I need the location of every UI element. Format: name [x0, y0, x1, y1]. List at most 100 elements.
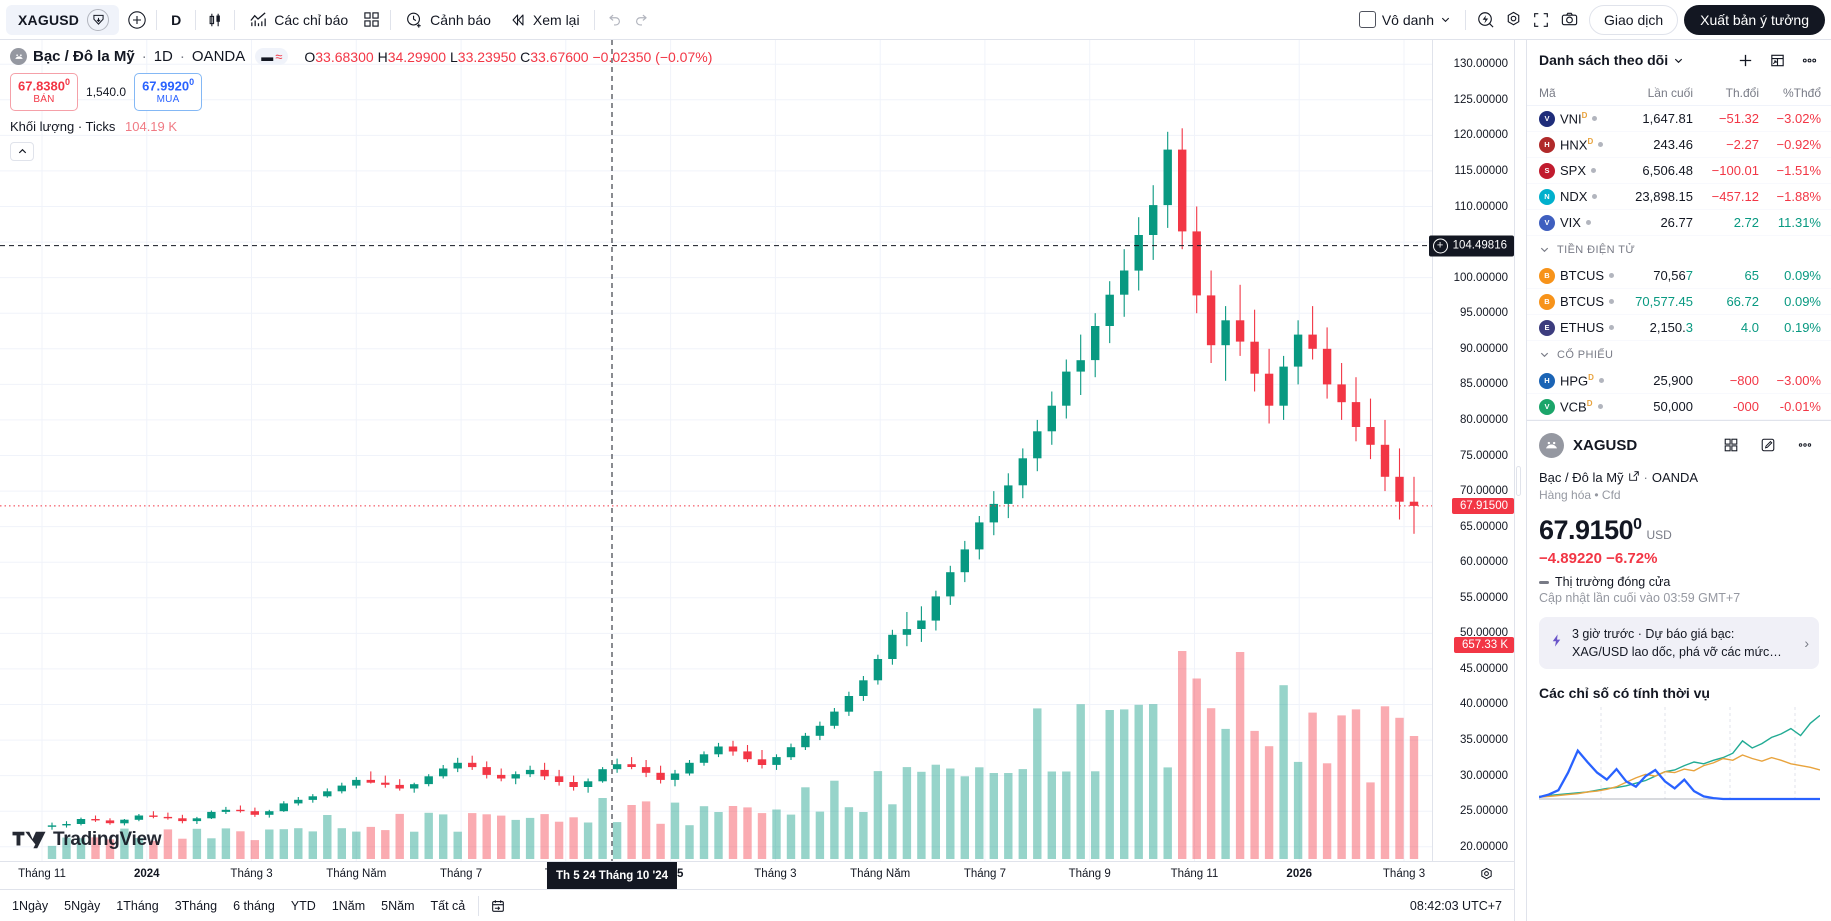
expand-watchlist-icon[interactable] [1763, 46, 1791, 74]
price-tick: 50.00000 [1460, 627, 1508, 640]
panel-resize-handle[interactable] [1516, 465, 1521, 496]
time-axis[interactable]: Tháng 11 2024 Tháng 3 Tháng Năm Tháng 7 Tháng… [0, 861, 1514, 890]
seasonal-chart[interactable] [1538, 707, 1821, 803]
crosshair-price-badge[interactable]: +104.49816 [1428, 235, 1514, 257]
watchlist-row[interactable]: H HNXD 243.46 −2.27 −0.92% [1527, 132, 1831, 158]
indicators-label: Các chỉ báo [274, 11, 349, 28]
details-grid-icon[interactable] [1717, 431, 1745, 459]
range-button[interactable]: Tất cả [430, 898, 466, 913]
watchlist-rows: V VNID 1,647.81 −51.32 −3.02% H HNXD 243… [1527, 106, 1831, 420]
replay-label: Xem lại [532, 11, 580, 28]
price-tick: 95.00000 [1460, 307, 1508, 320]
volume-scale-badge[interactable]: 657.33 K [1453, 637, 1514, 653]
watchlist-title-button[interactable]: Danh sách theo dõi [1539, 52, 1684, 68]
watchlist-pct: -0.01% [1779, 399, 1821, 414]
undo-icon[interactable] [600, 6, 628, 34]
watchlist-row[interactable]: E ETHUS 2,150.3 4.0 0.19% [1527, 315, 1831, 341]
replay-button[interactable]: Xem lại [500, 5, 589, 35]
collapse-legend-button[interactable] [10, 141, 34, 161]
range-button[interactable]: 5Năm [381, 898, 415, 913]
bottom-divider [478, 895, 480, 916]
watchlist-pct: 0.09% [1784, 294, 1821, 309]
time-tick: Tháng 7 [439, 868, 483, 880]
chevron-right-icon[interactable]: › [1804, 635, 1809, 652]
quick-actions-icon[interactable] [1471, 6, 1499, 34]
goto-date-icon[interactable] [484, 892, 512, 920]
range-button[interactable]: 5Ngày [64, 898, 101, 913]
timezone-settings-icon[interactable] [1479, 867, 1494, 887]
price-tick: 75.00000 [1460, 449, 1508, 462]
watchlist-last: 243.46 [1653, 137, 1693, 152]
watchlist-row[interactable]: H HPGD 25,900 −800 −3.00% [1527, 368, 1831, 394]
range-button[interactable]: 1Ngày [12, 898, 49, 913]
status-dot [1592, 116, 1598, 121]
watchlist-change: −800 [1729, 373, 1759, 388]
range-button[interactable]: 1Tháng [116, 898, 159, 913]
redo-icon[interactable] [628, 6, 656, 34]
alarm-clock-icon [407, 12, 421, 28]
price-tick: 60.00000 [1460, 556, 1508, 569]
watchlist-row[interactable]: B BTCUS 70,567 65 0.09% [1527, 263, 1831, 289]
layout-selector[interactable]: Vô danh [1350, 5, 1460, 35]
publish-idea-button[interactable]: Xuất bản ý tưởng [1684, 4, 1825, 35]
watchlist-row[interactable]: V VCBD 50,000 -000 -0.01% [1527, 394, 1831, 420]
crosshair-price: 104.49816 [1452, 239, 1507, 252]
watchlist-pct: 11.31% [1777, 215, 1821, 230]
fullscreen-icon[interactable] [1527, 6, 1555, 34]
detail-type: Hàng hóa • Cfd [1539, 488, 1621, 502]
price-axis[interactable]: 130.00000 125.00000 120.00000 115.00000 110.… [1428, 40, 1514, 861]
watchlist-change: 2.72 [1733, 215, 1759, 230]
detail-price: 67.91500 [1539, 515, 1642, 545]
panel-resize-rail[interactable] [1514, 40, 1526, 921]
symbol-search-icon[interactable] [87, 8, 110, 31]
current-symbol-label: XAGUSD [18, 11, 80, 28]
column-change[interactable]: Th.đổi [1725, 85, 1759, 100]
watchlist-row[interactable]: S SPX 6,506.48 −100.01 −1.51% [1527, 158, 1831, 184]
watchlist-symbol: BTCUS [1560, 294, 1605, 309]
watchlist-last: 1,647.81 [1642, 111, 1693, 126]
add-symbol-button[interactable] [123, 6, 151, 34]
camera-icon[interactable] [1555, 6, 1583, 34]
watchlist-group-header[interactable]: CỔ PHIẾU [1527, 341, 1831, 368]
edit-icon[interactable] [1754, 431, 1782, 459]
detail-description[interactable]: Bạc / Đô la Mỹ [1539, 470, 1624, 485]
watchlist-row[interactable]: V VNID 1,647.81 −51.32 −3.02% [1527, 106, 1831, 132]
watchlist-group-header[interactable]: TIỀN ĐIỆN TỬ [1527, 236, 1831, 263]
layout-icon [1358, 11, 1376, 28]
chart-settings-icon[interactable] [1499, 6, 1527, 34]
symbol-detail-panel: XAGUSD Bạc / Đô la Mỹ [1527, 421, 1831, 803]
watchlist-change: −100.01 [1711, 163, 1759, 178]
candlestick-style-icon[interactable] [201, 6, 229, 34]
range-button[interactable]: 3Tháng [174, 898, 218, 913]
range-button[interactable]: YTD [290, 898, 316, 913]
external-link-icon[interactable] [1628, 470, 1640, 485]
column-last[interactable]: Lần cuối [1647, 85, 1693, 100]
chart-canvas[interactable]: Bạc / Đô la Mỹ · 1D · OANDA ▬ ≈ O33.6830… [0, 40, 1514, 861]
chevron-down-icon [1674, 58, 1683, 63]
add-symbol-to-watchlist-button[interactable] [1731, 46, 1759, 74]
range-button[interactable]: 6 tháng [233, 898, 275, 913]
news-card[interactable]: 3 giờ trước · Dự báo giá bạc: XAG/USD la… [1539, 617, 1819, 670]
trade-button[interactable]: Giao dịch [1589, 4, 1679, 35]
timeframe-button[interactable]: D [162, 5, 190, 35]
watchlist-more-icon[interactable] [1795, 46, 1823, 74]
column-pct[interactable]: %Thđổ [1782, 85, 1821, 100]
detail-more-icon[interactable] [1791, 431, 1819, 459]
status-dot [1585, 220, 1591, 225]
watchlist-row[interactable]: V VIX 26.77 2.72 11.31% [1527, 210, 1831, 236]
watchlist-row[interactable]: B BTCUS 70,577.45 66.72 0.09% [1527, 289, 1831, 315]
market-status: Thị trường đóng cửa [1539, 575, 1819, 589]
range-button[interactable]: 1Năm [331, 898, 366, 913]
spx-icon: S [1539, 162, 1555, 179]
indicators-button[interactable]: Các chỉ báo [240, 5, 357, 35]
add-alert-icon[interactable]: + [1432, 238, 1448, 254]
vcb-icon: V [1539, 398, 1555, 415]
indicator-templates-icon[interactable] [357, 6, 385, 34]
news-title: Dự báo giá bạc: [1645, 627, 1735, 641]
news-time: 3 giờ trước [1572, 627, 1635, 641]
last-price-badge[interactable]: 67.91500 [1452, 497, 1514, 514]
alerts-button[interactable]: Cảnh báo [396, 5, 500, 35]
symbol-search-button[interactable]: XAGUSD [6, 4, 120, 35]
column-symbol[interactable]: Mã [1539, 85, 1556, 100]
watchlist-row[interactable]: N NDX 23,898.15 −457.12 −1.88% [1527, 184, 1831, 210]
